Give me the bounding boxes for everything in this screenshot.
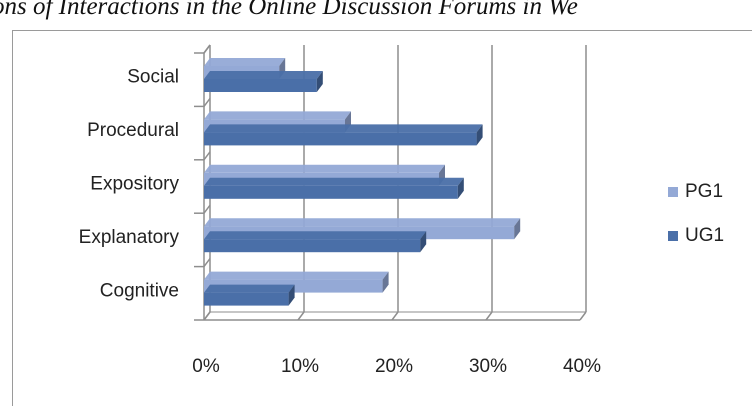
x-tick-label-1: 10% (281, 356, 319, 377)
bar-ug1-expository-end (457, 177, 464, 199)
caption-text: ons of Interactions in the Online Discus… (0, 0, 578, 20)
floor-gridline-4 (579, 311, 587, 321)
bar-ug1-expository-top (204, 177, 464, 186)
bar-pg1-explanatory-end (514, 218, 521, 240)
left-wall-line-0 (203, 44, 211, 54)
bar-pg1-social-top (204, 58, 286, 66)
bar-ug1-cognitive-top (204, 284, 295, 293)
bar-ug1-social-end (316, 71, 323, 92)
x-tick-label-0: 0% (192, 356, 220, 377)
floor-gridline-3 (485, 311, 493, 321)
category-label-social: Social (127, 67, 179, 88)
bar-ug1-explanatory-end (420, 231, 427, 253)
bar-ug1-explanatory-top (204, 231, 427, 240)
legend-label-ug1: UG1 (685, 225, 724, 246)
category-label-cognitive: Cognitive (100, 280, 179, 301)
bar-pg1-cognitive-top (204, 271, 389, 280)
bar-ug1-cognitive-end (288, 284, 295, 306)
left-wall-line-4 (203, 258, 211, 268)
bar-ug1-expository (204, 185, 458, 199)
floor-gridline-2 (391, 311, 399, 321)
bar-ug1-explanatory (204, 239, 421, 253)
left-wall-line-2 (203, 151, 211, 161)
bar-pg1-cognitive-end (382, 271, 389, 293)
chart-caption: ons of Interactions in the Online Discus… (0, 0, 753, 31)
category-label-procedural: Procedural (87, 120, 179, 141)
x-tick-label-2: 20% (375, 356, 413, 377)
floor-gridline-1 (297, 311, 305, 321)
bar-pg1-procedural-top (204, 111, 351, 120)
chart-frame (12, 30, 752, 406)
x-tick-label-3: 30% (469, 356, 507, 377)
bar-ug1-social-top (204, 71, 323, 79)
legend-swatch-ug1 (668, 231, 678, 241)
bar-ug1-social (204, 79, 317, 92)
bar-ug1-cognitive (204, 292, 289, 306)
bar-pg1-expository-top (204, 164, 445, 173)
bar-pg1-explanatory-top (204, 218, 521, 227)
bar-ug1-procedural (204, 132, 477, 146)
left-wall-line-5 (203, 311, 211, 321)
category-label-explanatory: Explanatory (79, 227, 180, 248)
category-label-expository: Expository (90, 174, 179, 195)
x-tick-label-4: 40% (563, 356, 601, 377)
legend-swatch-pg1 (668, 187, 678, 197)
bar-ug1-procedural-end (476, 124, 483, 146)
legend-label-pg1: PG1 (685, 181, 723, 202)
left-wall-line-3 (203, 204, 211, 214)
bar-ug1-procedural-top (204, 124, 483, 133)
left-wall-line-1 (203, 97, 211, 107)
